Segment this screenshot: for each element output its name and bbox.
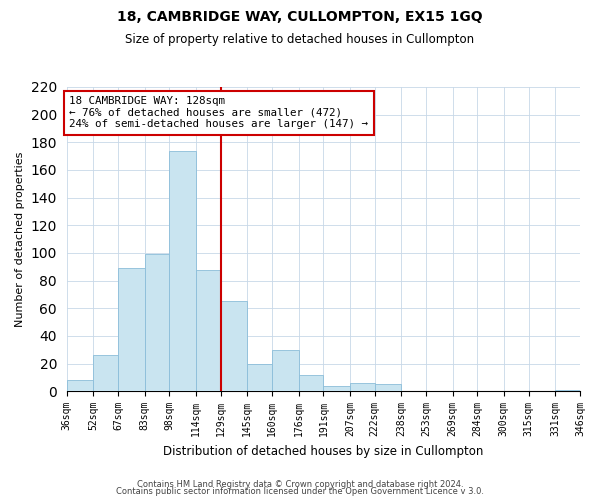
Bar — [221, 302, 247, 391]
Bar — [169, 150, 196, 391]
Bar — [67, 380, 93, 391]
Bar — [93, 355, 118, 391]
Bar — [196, 270, 221, 391]
Bar — [299, 374, 323, 391]
Bar — [323, 386, 350, 391]
Bar — [118, 268, 145, 391]
Text: Size of property relative to detached houses in Cullompton: Size of property relative to detached ho… — [125, 32, 475, 46]
Bar — [247, 364, 272, 391]
X-axis label: Distribution of detached houses by size in Cullompton: Distribution of detached houses by size … — [163, 444, 484, 458]
Bar — [145, 254, 169, 391]
Text: 18 CAMBRIDGE WAY: 128sqm
← 76% of detached houses are smaller (472)
24% of semi-: 18 CAMBRIDGE WAY: 128sqm ← 76% of detach… — [70, 96, 368, 130]
Bar — [350, 383, 375, 391]
Bar — [272, 350, 299, 391]
Text: Contains public sector information licensed under the Open Government Licence v : Contains public sector information licen… — [116, 487, 484, 496]
Bar — [555, 390, 580, 391]
Text: Contains HM Land Registry data © Crown copyright and database right 2024.: Contains HM Land Registry data © Crown c… — [137, 480, 463, 489]
Text: 18, CAMBRIDGE WAY, CULLOMPTON, EX15 1GQ: 18, CAMBRIDGE WAY, CULLOMPTON, EX15 1GQ — [117, 10, 483, 24]
Y-axis label: Number of detached properties: Number of detached properties — [15, 152, 25, 327]
Bar — [375, 384, 401, 391]
